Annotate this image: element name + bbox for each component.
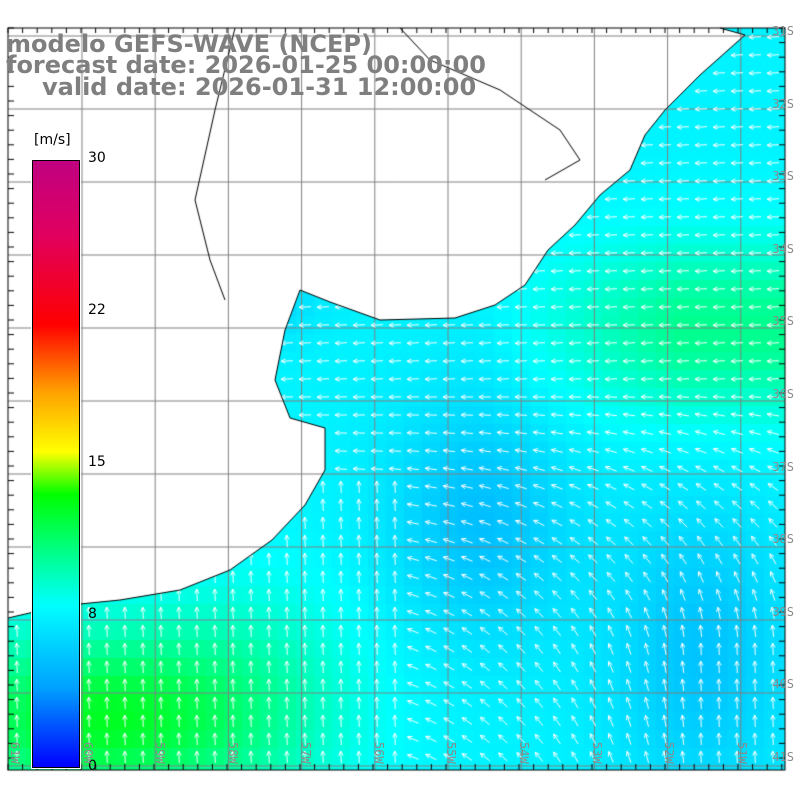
longitude-label: 59W — [153, 742, 168, 764]
longitude-label: 54W — [516, 742, 531, 764]
latitude-label: 38S — [772, 532, 794, 547]
colorbar-tick-30: 30 — [88, 150, 106, 166]
latitude-label: 37S — [772, 459, 794, 474]
latitude-label: 40S — [772, 677, 794, 692]
colorbar-unit: [m/s] — [34, 132, 71, 148]
latitude-label: 31S — [772, 24, 794, 38]
model-title: modelo GEFS-WAVE (NCEP) — [6, 30, 372, 58]
longitude-label: 58W — [226, 742, 241, 764]
colorbar-tick-8: 8 — [88, 606, 97, 622]
longitude-label: 57W — [298, 742, 313, 764]
longitude-label: 53W — [589, 742, 604, 764]
forecast-date: forecast date: 2026-01-25 00:00:00 — [6, 51, 486, 79]
valid-date: valid date: 2026-01-31 12:00:00 — [42, 73, 477, 101]
latitude-label: 32S — [772, 96, 794, 111]
latitude-label: 39S — [772, 604, 794, 619]
colorbar — [31, 159, 81, 769]
colorbar-tick-15: 15 — [88, 454, 106, 470]
longitude-label: 56W — [371, 742, 386, 764]
latitude-label: 33S — [772, 169, 794, 184]
latitude-label: 34S — [772, 241, 794, 256]
longitude-label: 55W — [444, 742, 459, 764]
latitude-label: 35S — [772, 314, 794, 329]
latitude-label: 36S — [772, 387, 794, 401]
colorbar-tick-0: 0 — [88, 758, 97, 774]
longitude-label: 60W — [80, 742, 95, 764]
latitude-label: 41S — [772, 750, 794, 764]
longitude-label: 61W — [8, 742, 22, 764]
colorbar-tick-22: 22 — [88, 302, 106, 318]
longitude-label: 51W — [735, 742, 749, 764]
longitude-label: 52W — [662, 742, 677, 764]
